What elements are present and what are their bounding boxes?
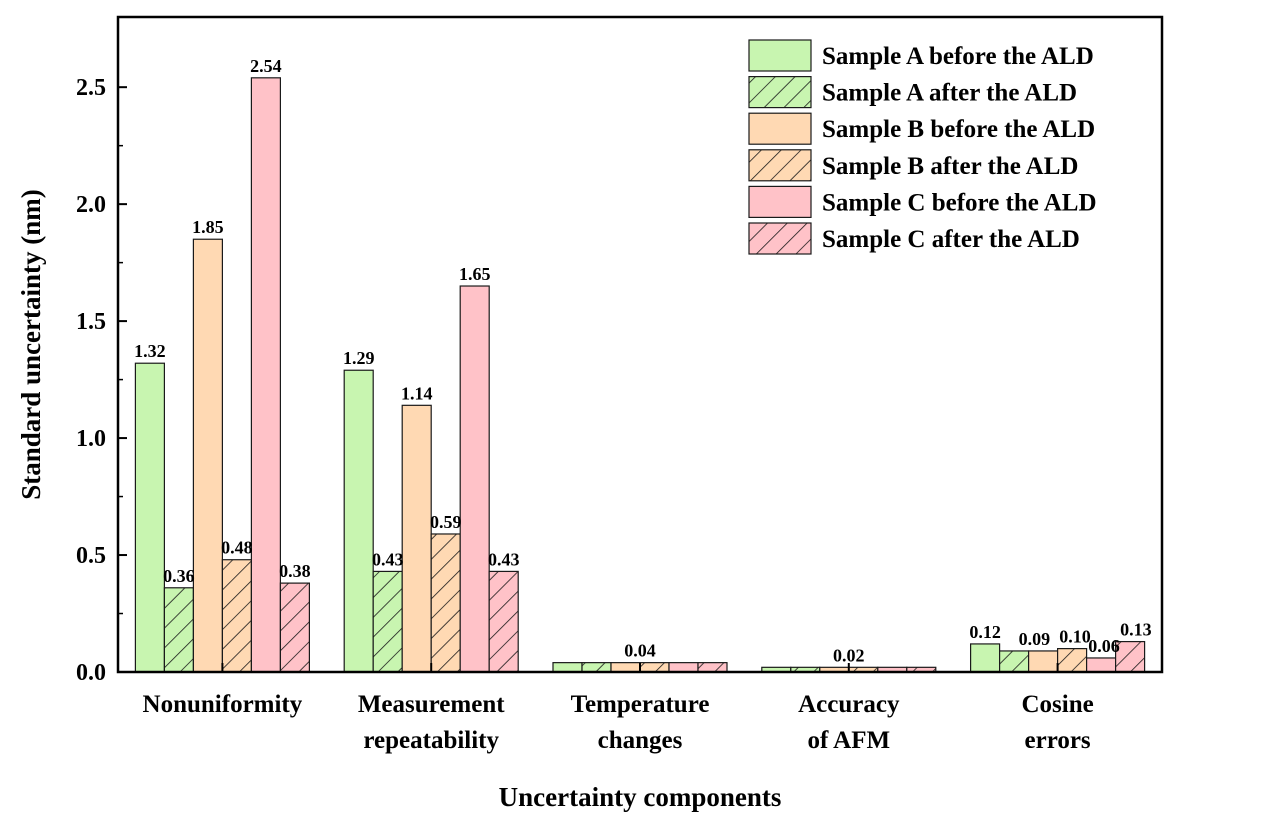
bar-series-2-category-3 [581, 662, 612, 673]
bar-series-4-category-1 [221, 559, 252, 673]
bar-series-2-category-2 [372, 570, 403, 673]
axes-layer: 0.0 0.5 1.0 1.5 2.0 2.5 Nonuniformity Measureme… [76, 75, 1094, 754]
y-tick-label: 0.5 [76, 543, 106, 569]
legend-swatch-3 [748, 112, 812, 145]
x-category-label: repeatability [363, 727, 499, 754]
data-label-17: 0.10 [1059, 627, 1091, 647]
bar-series-3-category-5 [1027, 650, 1059, 673]
bar-series-5-category-3 [668, 662, 699, 673]
data-label-14: 0.02 [833, 645, 865, 665]
legend-swatch-4 [748, 149, 812, 182]
data-label-4: 0.48 [221, 538, 253, 558]
bar-series-4-category-3 [639, 662, 670, 673]
data-label-1: 1.32 [134, 341, 166, 361]
x-category-label: changes [598, 727, 683, 754]
data-label-2: 0.36 [163, 566, 195, 586]
legend-label-3: Sample B before the ALD [822, 116, 1095, 143]
bar-series-4-category-5 [1056, 648, 1088, 673]
data-label-15: 0.12 [969, 622, 1001, 642]
x-category-label: Accuracy [798, 691, 900, 718]
x-category-label: Temperature [571, 691, 710, 718]
x-axis-title: Uncertainty components [499, 782, 782, 812]
legend-swatch-1 [748, 39, 812, 72]
bar-series-3-category-1 [192, 238, 223, 673]
x-category-label: Cosine [1021, 691, 1093, 718]
bars-layer [134, 77, 1146, 673]
data-label-19: 0.13 [1120, 620, 1152, 640]
data-label-3: 1.85 [192, 217, 224, 237]
legend-swatch-6 [748, 222, 812, 255]
bar-series-1-category-5 [969, 643, 1001, 673]
y-tick-label: 2.0 [76, 192, 106, 218]
y-axis-title: Standard uncertainty (nm) [16, 189, 46, 500]
legend-swatch-5 [748, 185, 812, 218]
x-category-label: Nonuniformity [143, 691, 303, 718]
bar-series-3-category-3 [610, 662, 641, 673]
legend-swatch-2 [748, 75, 812, 109]
y-tick-label: 1.5 [76, 309, 106, 335]
data-label-8: 0.43 [372, 549, 404, 569]
bar-series-6-category-5 [1114, 640, 1146, 673]
data-label-9: 1.14 [401, 383, 433, 403]
legend-label-6: Sample C after the ALD [822, 226, 1080, 253]
data-labels-layer: 1.32 0.36 1.85 0.48 2.54 0.38 1.29 0.43 1.14 0.59… [134, 56, 1152, 665]
legend-label-2: Sample A after the ALD [822, 80, 1077, 107]
data-label-18: 0.06 [1088, 636, 1120, 656]
data-label-6: 0.38 [279, 561, 311, 581]
bar-series-1-category-1 [134, 362, 165, 673]
y-tick-label: 2.5 [76, 75, 106, 101]
data-label-5: 2.54 [250, 56, 282, 76]
y-tick-label: 1.0 [76, 426, 106, 452]
x-category-label: errors [1025, 727, 1091, 754]
data-label-16: 0.09 [1019, 629, 1051, 649]
x-category-label: of AFM [807, 727, 890, 754]
bar-series-3-category-2 [401, 404, 432, 673]
bar-series-2-category-1 [163, 587, 194, 673]
bar-series-1-category-3 [552, 662, 583, 673]
bar-series-5-category-1 [250, 77, 281, 673]
data-label-11: 1.65 [459, 264, 491, 284]
bar-series-5-category-2 [459, 285, 490, 673]
data-label-7: 1.29 [343, 348, 375, 368]
legend: Sample A before the ALD Sample A after th… [748, 39, 1097, 255]
data-label-12: 0.43 [488, 549, 520, 569]
bar-series-5-category-5 [1085, 657, 1117, 673]
x-category-label: Measurement [358, 691, 505, 718]
data-label-10: 0.59 [430, 512, 462, 532]
bar-series-6-category-3 [697, 662, 728, 673]
bar-series-1-category-2 [343, 369, 374, 673]
y-tick-label: 0.0 [76, 660, 106, 686]
legend-label-1: Sample A before the ALD [822, 43, 1094, 70]
bar-series-2-category-5 [998, 650, 1030, 673]
legend-label-4: Sample B after the ALD [822, 153, 1078, 180]
legend-label-5: Sample C before the ALD [822, 189, 1097, 216]
bar-series-6-category-2 [488, 570, 519, 673]
bar-series-6-category-1 [279, 582, 310, 673]
data-label-13: 0.04 [624, 641, 656, 661]
bar-series-4-category-2 [430, 533, 461, 673]
